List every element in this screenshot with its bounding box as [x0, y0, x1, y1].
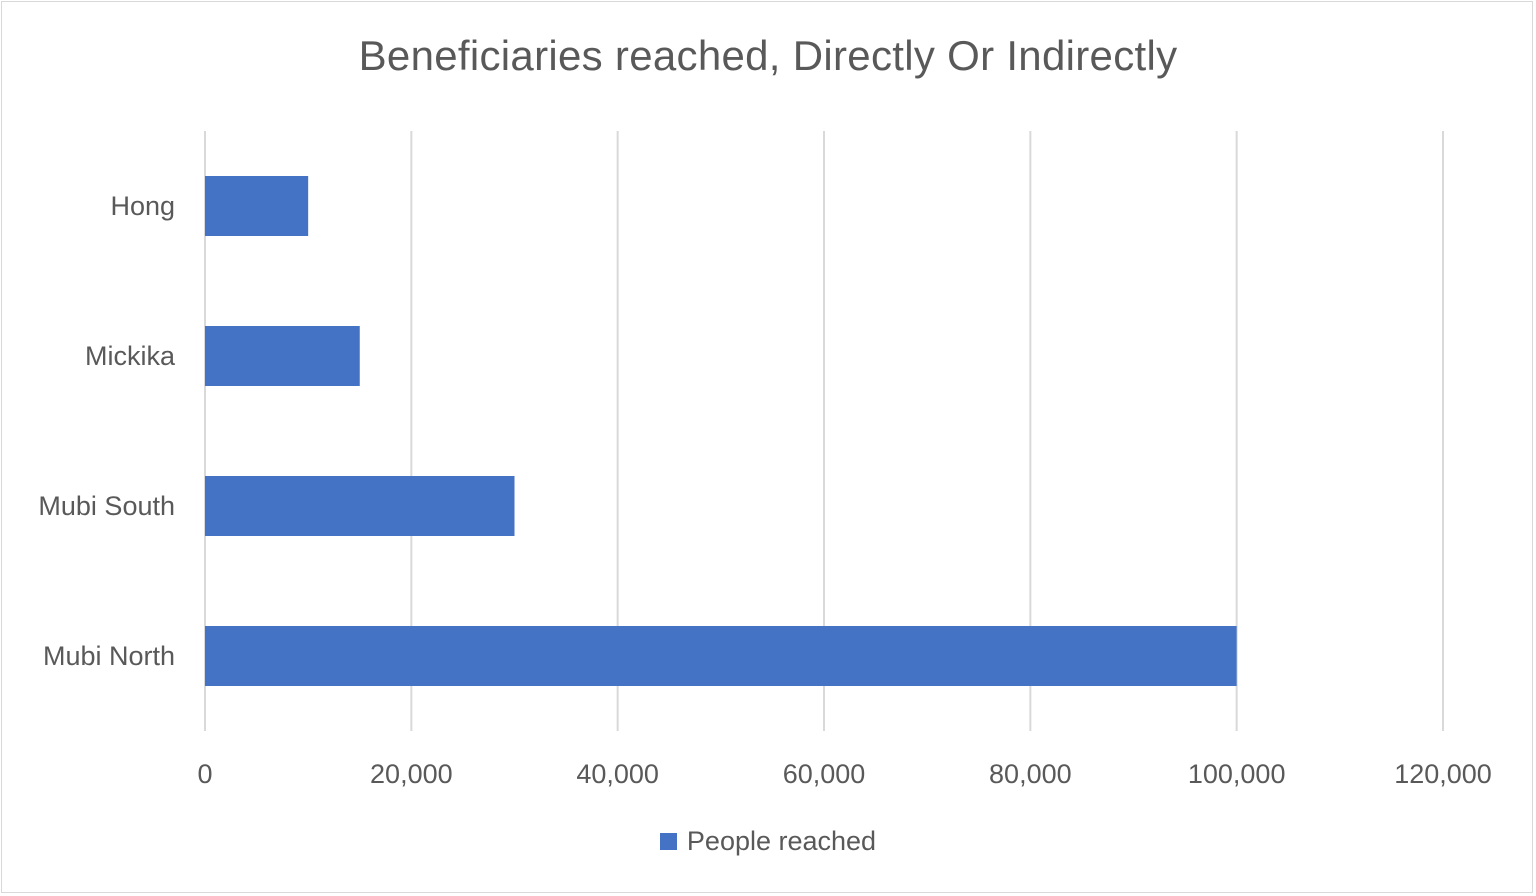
y-tick-label: Mubi North: [43, 641, 175, 671]
bar: [205, 176, 309, 236]
x-tick-label: 0: [197, 759, 212, 789]
x-tick-label: 80,000: [989, 759, 1072, 789]
y-axis-labels: Hong Mickika Mubi South Mubi North: [38, 191, 176, 671]
bars: [205, 176, 1237, 686]
x-tick-label: 100,000: [1188, 759, 1286, 789]
x-tick-label: 120,000: [1394, 759, 1492, 789]
y-tick-label: Mubi South: [38, 491, 175, 521]
legend-swatch: [659, 833, 677, 850]
x-tick-label: 40,000: [576, 759, 659, 789]
legend: People reached: [0, 826, 1536, 857]
bar: [205, 326, 360, 386]
x-axis-labels: 0 20,000 40,000 60,000 80,000 100,000 120,000: [197, 759, 1491, 789]
y-tick-label: Mickika: [85, 341, 176, 371]
x-tick-label: 20,000: [370, 759, 453, 789]
bar: [205, 626, 1237, 686]
legend-label: People reached: [686, 826, 877, 856]
bar: [205, 476, 515, 536]
y-tick-label: Hong: [110, 191, 175, 221]
chart-title: Beneficiaries reached, Directly Or Indir…: [358, 32, 1178, 79]
x-tick-label: 60,000: [783, 759, 866, 789]
